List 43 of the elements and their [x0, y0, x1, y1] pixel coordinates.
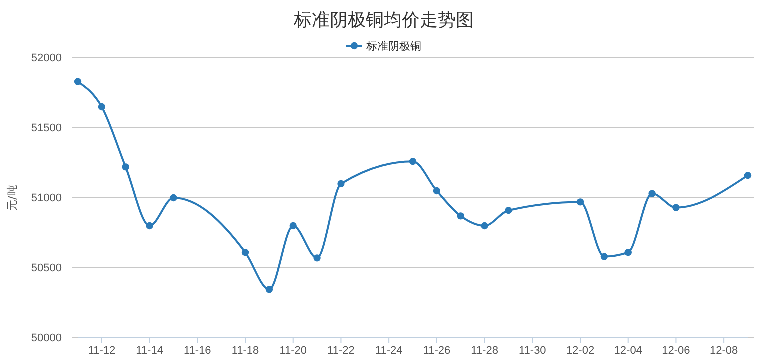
x-tick-label: 11-18: [232, 344, 260, 356]
x-tick-label: 12-06: [662, 344, 690, 356]
point: [290, 222, 297, 230]
point: [146, 222, 154, 230]
point: [338, 180, 345, 188]
x-tick-label: 11-28: [471, 344, 498, 356]
y-tick-label: 50500: [31, 262, 62, 275]
point: [170, 194, 178, 202]
y-tick-label: 52000: [31, 52, 62, 65]
point: [576, 198, 584, 206]
point: [242, 249, 250, 256]
y-tick-label: 50000: [31, 332, 62, 345]
point: [122, 164, 130, 171]
point: [648, 190, 656, 198]
x-tick-label: 11-14: [136, 344, 164, 356]
point: [457, 212, 464, 220]
point: [481, 222, 488, 230]
point: [433, 187, 440, 195]
point: [74, 78, 82, 86]
x-tick-label: 12-04: [614, 344, 642, 356]
y-tick-label: 51500: [31, 122, 62, 135]
point: [505, 207, 512, 214]
x-tick-label: 11-16: [184, 344, 212, 356]
point: [314, 254, 321, 262]
x-tick-label: 11-22: [328, 344, 355, 356]
x-tick-label: 11-20: [280, 344, 308, 356]
x-tick-label: 11-24: [375, 344, 403, 356]
y-tick-label: 51000: [31, 192, 62, 205]
y-axis-title: 元/吨: [6, 185, 19, 211]
point: [624, 249, 632, 256]
point: [744, 172, 752, 180]
point: [98, 103, 106, 111]
x-tick-label: 11-30: [518, 344, 546, 356]
x-tick-label: 12-02: [566, 344, 595, 356]
point: [672, 204, 680, 212]
x-tick-label: 11-26: [423, 344, 451, 356]
x-tick-label: 12-08: [710, 344, 738, 356]
point: [409, 158, 417, 166]
point: [266, 286, 273, 294]
legend-label: 标准阴极铜: [366, 40, 422, 53]
point: [600, 253, 608, 260]
x-tick-label: 11-12: [88, 344, 116, 356]
chart-title: 标准阴极铜均价走势图: [293, 10, 474, 31]
